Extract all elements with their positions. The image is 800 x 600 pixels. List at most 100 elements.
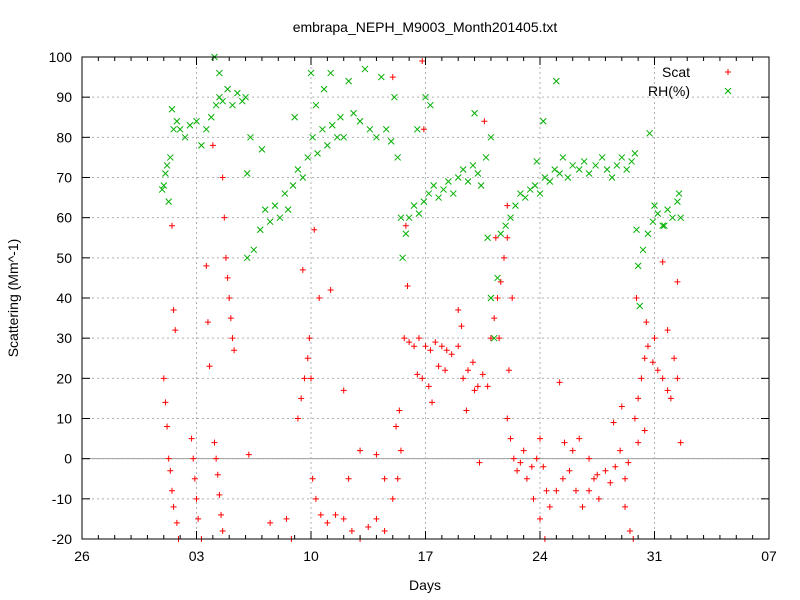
scat-point bbox=[458, 323, 465, 330]
rh-point bbox=[333, 133, 341, 141]
y-tick-label: 40 bbox=[56, 290, 72, 306]
rh-point bbox=[569, 162, 577, 169]
scat-point bbox=[245, 451, 252, 458]
rh-point bbox=[356, 117, 364, 125]
rh-point bbox=[674, 198, 681, 205]
scat-point bbox=[595, 495, 602, 502]
rh-point bbox=[484, 234, 492, 242]
scat-point bbox=[332, 511, 339, 518]
rh-point bbox=[219, 97, 227, 105]
rh-point bbox=[646, 129, 653, 137]
scat-point bbox=[540, 463, 547, 470]
legend-marker-scat bbox=[725, 69, 731, 75]
scat-point bbox=[218, 511, 225, 518]
scat-point bbox=[504, 202, 511, 209]
rh-point bbox=[502, 222, 510, 230]
rh-point bbox=[163, 162, 171, 169]
scat-point bbox=[402, 222, 409, 229]
scat-point bbox=[631, 415, 638, 422]
scat-point bbox=[556, 379, 563, 386]
scat-point bbox=[357, 447, 364, 454]
rh-point bbox=[229, 101, 236, 109]
scat-point bbox=[309, 475, 316, 482]
scat-point bbox=[612, 463, 619, 470]
scat-point bbox=[530, 495, 537, 502]
scat-point bbox=[635, 395, 642, 402]
series-scat bbox=[160, 58, 684, 542]
rh-point bbox=[497, 230, 505, 238]
rh-point bbox=[430, 182, 438, 189]
scat-point bbox=[422, 343, 429, 350]
scat-point bbox=[411, 343, 418, 350]
scat-point bbox=[481, 118, 488, 125]
rh-point bbox=[533, 158, 541, 165]
scat-point bbox=[610, 419, 617, 426]
scat-point bbox=[505, 367, 512, 374]
rh-point bbox=[405, 214, 413, 222]
scat-point bbox=[308, 375, 314, 382]
scat-point bbox=[469, 359, 476, 366]
rh-point bbox=[193, 117, 200, 125]
rh-point bbox=[677, 214, 685, 222]
rh-point bbox=[391, 93, 398, 101]
scat-point bbox=[546, 503, 553, 510]
rh-point bbox=[564, 174, 572, 181]
rh-point bbox=[649, 218, 657, 226]
rh-point bbox=[608, 174, 616, 181]
rh-point bbox=[487, 133, 495, 141]
y-tick-label: 100 bbox=[49, 49, 73, 65]
scat-point bbox=[231, 347, 238, 354]
rh-point bbox=[216, 69, 223, 77]
scat-point bbox=[635, 439, 642, 446]
rh-point bbox=[636, 302, 644, 310]
rh-point bbox=[181, 133, 189, 141]
scat-point bbox=[170, 503, 177, 510]
scat-point bbox=[381, 527, 388, 534]
scat-point bbox=[455, 307, 462, 314]
rh-point bbox=[266, 218, 274, 226]
rh-point bbox=[198, 142, 205, 149]
scat-point bbox=[164, 423, 171, 430]
rh-point bbox=[234, 89, 241, 97]
rh-point bbox=[165, 198, 173, 205]
scat-point bbox=[267, 519, 274, 526]
scat-point bbox=[222, 254, 229, 261]
rh-point bbox=[559, 154, 567, 161]
rh-point bbox=[598, 154, 606, 161]
scat-point bbox=[602, 467, 609, 474]
scat-point bbox=[373, 451, 380, 458]
scat-point bbox=[633, 295, 640, 301]
rh-point bbox=[324, 142, 331, 149]
rh-point bbox=[551, 166, 559, 173]
scat-point bbox=[494, 295, 501, 301]
scat-point bbox=[190, 455, 197, 462]
scat-point bbox=[566, 467, 573, 474]
rh-point bbox=[603, 166, 611, 173]
plot-border bbox=[81, 56, 770, 540]
rh-point bbox=[449, 190, 457, 197]
scat-point bbox=[381, 475, 388, 482]
rh-point bbox=[415, 210, 423, 218]
scat-point bbox=[590, 475, 597, 482]
rh-point bbox=[366, 125, 374, 133]
rh-point bbox=[166, 154, 174, 161]
scat-point bbox=[394, 475, 401, 482]
scat-point bbox=[569, 447, 576, 454]
scat-point bbox=[523, 475, 530, 482]
scat-point bbox=[622, 475, 629, 482]
y-tick-label: 20 bbox=[56, 370, 72, 386]
rh-point bbox=[420, 198, 428, 205]
scat-point bbox=[229, 335, 236, 342]
scat-point bbox=[520, 447, 527, 454]
rh-point bbox=[202, 125, 210, 133]
rh-point bbox=[160, 182, 168, 189]
scat-point bbox=[438, 343, 445, 350]
rh-point bbox=[294, 166, 302, 173]
scat-point bbox=[216, 491, 223, 498]
rh-point bbox=[633, 226, 640, 234]
rh-point bbox=[304, 154, 312, 161]
rh-point bbox=[585, 170, 593, 177]
scat-point bbox=[168, 487, 175, 494]
scat-point bbox=[203, 262, 210, 269]
scat-point bbox=[414, 371, 421, 378]
